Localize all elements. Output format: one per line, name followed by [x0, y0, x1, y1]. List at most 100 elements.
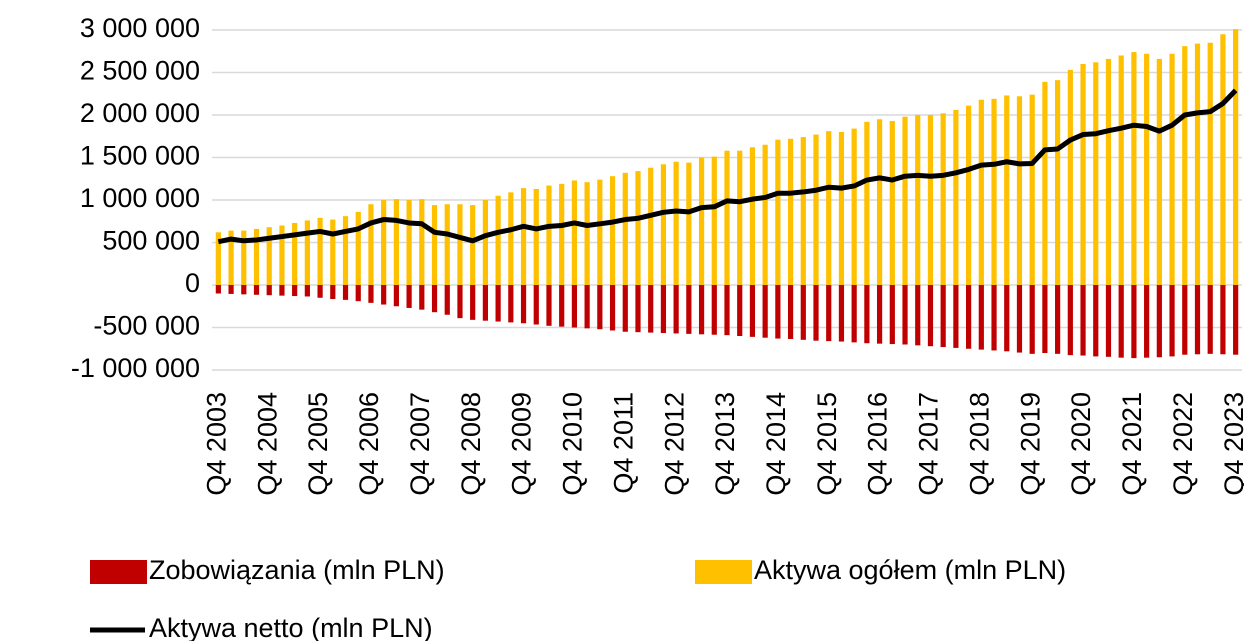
bar — [635, 171, 641, 285]
bar — [457, 204, 463, 285]
bar — [1004, 95, 1010, 285]
bar — [279, 285, 285, 296]
bar — [1016, 96, 1023, 285]
bar — [584, 182, 590, 285]
bar — [864, 121, 870, 285]
bar — [1080, 64, 1086, 285]
bar — [482, 200, 488, 285]
bar — [966, 285, 972, 349]
bar — [355, 285, 361, 302]
bar — [953, 285, 959, 348]
legend-label: Aktywa netto (mln PLN) — [149, 613, 433, 641]
bar — [1029, 285, 1035, 354]
bar — [698, 157, 705, 285]
bar — [1233, 285, 1239, 355]
x-tick-label: Q4 2008 — [456, 392, 486, 496]
bar — [1080, 285, 1086, 356]
x-tick-label: Q4 2006 — [354, 392, 384, 496]
x-tick-label: Q4 2007 — [405, 392, 435, 496]
bar — [851, 128, 857, 285]
line — [217, 88, 1238, 245]
bar — [698, 285, 705, 335]
bar — [673, 161, 679, 285]
bar — [927, 285, 934, 347]
legend-swatch — [695, 560, 752, 584]
bar — [915, 115, 921, 285]
bar — [1169, 285, 1175, 357]
x-tick-label: Q4 2005 — [303, 392, 333, 496]
bar — [342, 285, 349, 300]
bar — [800, 285, 806, 340]
bar — [1182, 285, 1188, 355]
bar — [953, 109, 959, 286]
bar — [851, 285, 857, 343]
bar — [1131, 52, 1137, 285]
bar — [1156, 58, 1162, 286]
x-tick-label: Q4 2010 — [558, 392, 588, 496]
bar — [991, 285, 997, 351]
bar — [431, 205, 438, 285]
bar — [762, 144, 768, 285]
bar — [622, 285, 628, 332]
bar — [253, 228, 260, 285]
bar — [749, 147, 756, 285]
bar — [1131, 285, 1137, 359]
bar — [991, 98, 997, 285]
bar — [1144, 285, 1150, 358]
bar — [559, 285, 565, 327]
bar — [495, 195, 501, 285]
x-tick-label: Q4 2011 — [608, 392, 638, 494]
bar — [800, 137, 806, 285]
bar — [406, 285, 412, 308]
bar — [876, 119, 883, 285]
bar — [444, 285, 450, 315]
bar — [966, 105, 972, 286]
bar — [419, 285, 425, 310]
bar — [546, 285, 552, 326]
bar — [838, 132, 845, 285]
bar — [482, 285, 488, 321]
bar — [444, 204, 450, 285]
bar — [508, 285, 514, 323]
bar — [597, 179, 603, 285]
bar — [826, 285, 832, 342]
y-tick-label: 500 000 — [102, 226, 200, 256]
bar — [381, 285, 387, 305]
bar — [737, 150, 743, 285]
bar — [724, 285, 730, 336]
bar — [1055, 285, 1061, 354]
bar — [1042, 81, 1048, 285]
bar — [648, 167, 654, 285]
bar — [609, 285, 616, 331]
bar — [368, 285, 374, 303]
bar — [241, 230, 247, 285]
bar — [330, 219, 336, 285]
bar — [419, 199, 425, 285]
bar — [775, 285, 781, 339]
bar — [368, 204, 374, 285]
y-tick-label: -500 000 — [93, 311, 200, 341]
y-tick-label: -1 000 000 — [71, 353, 200, 383]
bar — [660, 285, 667, 334]
bar — [826, 131, 832, 285]
bar — [1105, 285, 1112, 357]
bar — [266, 285, 272, 296]
bar — [838, 285, 845, 342]
legend-swatch — [90, 560, 147, 584]
bar — [228, 285, 234, 294]
bar — [241, 285, 247, 295]
bar — [762, 285, 768, 338]
bar — [648, 285, 654, 333]
bar — [902, 285, 908, 345]
bar — [1067, 69, 1073, 285]
bar — [927, 115, 934, 285]
bar — [660, 164, 667, 285]
bar — [1220, 34, 1226, 285]
bar — [393, 199, 399, 285]
bar — [813, 285, 819, 341]
bar — [1182, 46, 1188, 286]
bar — [571, 285, 578, 328]
x-tick-label: Q4 2014 — [761, 392, 791, 496]
bar — [431, 285, 438, 313]
